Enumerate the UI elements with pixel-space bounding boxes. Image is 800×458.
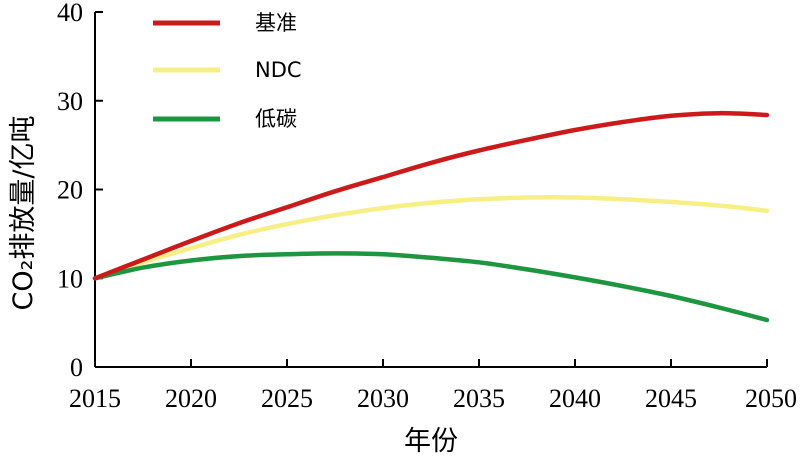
x-tick-label: 2020	[165, 384, 217, 413]
x-tick-label: 2025	[261, 384, 313, 413]
x-tick-label: 2035	[453, 384, 505, 413]
legend-label: 基准	[255, 11, 297, 35]
y-tick-label: 20	[57, 176, 83, 205]
series-line-1	[92, 195, 770, 281]
x-tick-label: 2050	[745, 384, 797, 413]
x-tick-label: 2045	[645, 384, 697, 413]
axes	[94, 12, 767, 368]
legend-label: 低碳	[255, 107, 297, 131]
x-tick-label: 2040	[549, 384, 601, 413]
x-ticks: 2015 2020 2025 2030 2035 2040 2045 2050	[69, 359, 797, 413]
y-ticks: 0 10 20 30 40	[57, 0, 103, 382]
y-axis-title: CO₂排放量/亿吨	[8, 115, 39, 310]
legend-label: NDC	[255, 58, 302, 82]
x-axis-title: 年份	[404, 426, 458, 457]
y-tick-label: 0	[70, 353, 83, 382]
series-line-0	[92, 110, 770, 281]
y-tick-label: 30	[57, 87, 83, 116]
x-tick-label: 2015	[69, 384, 121, 413]
series-lines	[92, 110, 770, 323]
y-tick-label: 10	[57, 264, 83, 293]
x-tick-label: 2030	[357, 384, 409, 413]
y-tick-label: 40	[57, 0, 83, 27]
legend: 基准 NDC 低碳	[153, 11, 302, 131]
series-line-2	[92, 251, 770, 323]
